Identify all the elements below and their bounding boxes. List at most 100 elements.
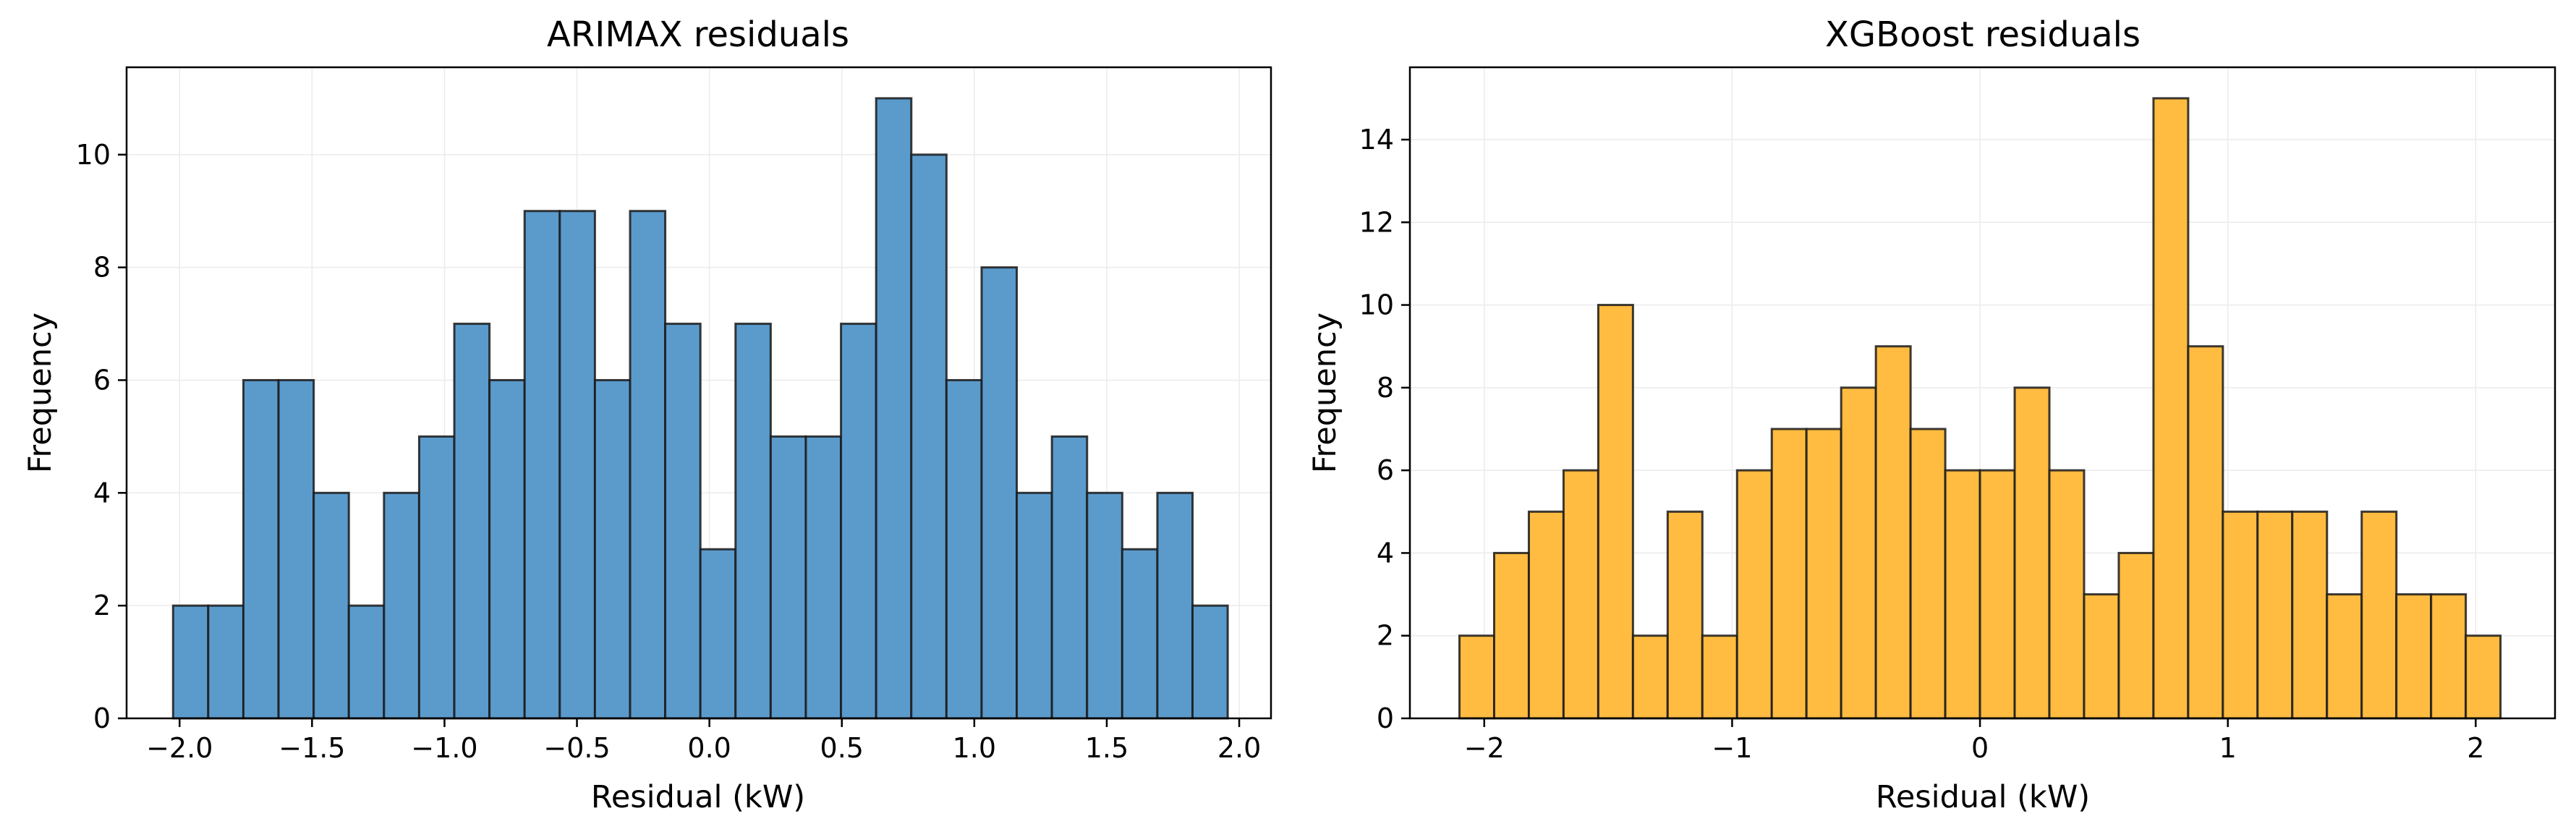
xgboost-histogram-bar [1909, 428, 1947, 720]
arimax-histogram-bar [734, 323, 772, 720]
xgboost-y-tick-label: 6 [1377, 454, 1394, 486]
arimax-histogram-bar [417, 435, 456, 720]
arimax-histogram-bar [980, 266, 1019, 720]
arimax-x-tick-label: −2.0 [146, 732, 213, 764]
arimax-histogram-bar [558, 210, 596, 720]
arimax-y-axis-ticks: 0 2 4 6 8 10 [76, 139, 127, 734]
xgboost-histogram-bar [2326, 593, 2363, 720]
xgboost-histogram-bar [1944, 469, 1981, 720]
arimax-histogram-bar [313, 491, 350, 720]
arimax-histogram-bar [699, 548, 737, 720]
xgboost-histogram-bar [1805, 428, 1842, 720]
xgboost-histogram-bar [1458, 634, 1495, 720]
arimax-x-axis-ticks: −2.0 −1.5 −1.0 −0.5 0.0 0.5 1.0 1.5 2.0 [146, 718, 1261, 764]
arimax-histogram-bar [1156, 491, 1194, 720]
arimax-x-tick-label: 0.0 [687, 732, 731, 764]
xgboost-histogram-bar [1562, 469, 1599, 720]
xgboost-histogram-bar [1701, 634, 1738, 720]
arimax-x-tick-label: 0.5 [820, 732, 864, 764]
xgboost-y-tick-label: 4 [1377, 537, 1394, 569]
arimax-histogram-bar [1016, 491, 1053, 720]
arimax-histogram-bar [1050, 435, 1089, 720]
arimax-histogram-bar [769, 435, 807, 720]
arimax-panel: ARIMAX residuals −2.0 −1.5 −1.0 −0.5 0.0 0.5 1… [22, 14, 1272, 815]
xgboost-histogram-bar [2117, 551, 2155, 720]
arimax-histogram-bar [347, 604, 386, 720]
xgboost-histogram-bar [2187, 345, 2224, 720]
arimax-histogram-bar [664, 323, 702, 720]
arimax-histogram-bar [207, 604, 245, 720]
xgboost-histogram-bar [2360, 510, 2398, 720]
arimax-histogram-bar [1191, 604, 1229, 720]
xgboost-x-tick-label: 1 [2219, 732, 2237, 764]
arimax-y-tick-label: 10 [76, 139, 111, 171]
xgboost-histogram-bar [1666, 510, 1704, 720]
xgboost-chart-title: XGBoost residuals [1825, 14, 2141, 55]
arimax-bars [171, 97, 1229, 720]
xgboost-histogram-bar [2291, 510, 2329, 720]
xgboost-bars [1458, 97, 2502, 720]
xgboost-y-tick-label: 12 [1359, 206, 1394, 238]
xgboost-histogram-bar [1631, 634, 1669, 720]
xgboost-histogram-bar [1770, 428, 1808, 720]
xgboost-histogram-bar [1597, 304, 1634, 720]
arimax-x-tick-label: −1.5 [279, 732, 345, 764]
xgboost-y-tick-label: 0 [1377, 702, 1394, 734]
arimax-histogram-bar [242, 378, 280, 720]
arimax-histogram-bar [840, 323, 877, 720]
arimax-histogram-bar [171, 604, 210, 720]
xgboost-y-axis-ticks: 0 2 4 6 8 10 12 14 [1359, 124, 1410, 734]
arimax-y-tick-label: 6 [93, 364, 111, 396]
arimax-histogram-bar [629, 210, 667, 720]
xgboost-y-tick-label: 2 [1377, 620, 1394, 652]
arimax-y-axis-label: Frequency [22, 313, 59, 473]
xgboost-x-tick-label: 0 [1971, 732, 1989, 764]
xgboost-histogram-bar [2465, 634, 2502, 720]
xgboost-histogram-bar [1874, 345, 1912, 720]
xgboost-x-tick-label: −1 [1712, 732, 1752, 764]
xgboost-histogram-bar [2083, 593, 2120, 720]
xgboost-histogram-bar [2152, 97, 2190, 720]
xgboost-histogram-bar [1840, 386, 1877, 720]
arimax-y-tick-label: 8 [93, 252, 111, 284]
xgboost-y-axis-label: Frequency [1307, 313, 1343, 473]
xgboost-histogram-bar [1735, 469, 1773, 720]
arimax-histogram-bar [488, 378, 526, 720]
arimax-histogram-bar [593, 378, 632, 720]
arimax-histogram-bar [875, 97, 913, 720]
arimax-histogram-bar [277, 378, 315, 720]
xgboost-x-axis-ticks: −2 −1 0 1 2 [1464, 718, 2484, 764]
xgboost-y-tick-label: 10 [1359, 289, 1394, 321]
arimax-chart-title: ARIMAX residuals [547, 14, 849, 55]
xgboost-histogram-bar [2395, 593, 2433, 720]
arimax-plot-frame [125, 66, 1272, 720]
arimax-histogram-bar [523, 210, 561, 720]
arimax-x-tick-label: 1.5 [1085, 732, 1128, 764]
arimax-histogram-bar [1086, 491, 1123, 720]
arimax-y-tick-label: 4 [93, 477, 111, 509]
arimax-histogram-bar [1121, 548, 1159, 720]
arimax-histogram-bar [453, 323, 491, 720]
arimax-y-tick-label: 0 [93, 702, 111, 734]
xgboost-x-tick-label: −2 [1464, 732, 1505, 764]
xgboost-histogram-bar [2048, 469, 2086, 720]
xgboost-histogram-bar [2013, 386, 2051, 720]
xgboost-histogram-bar [1978, 469, 2016, 720]
arimax-histogram-bar [804, 435, 843, 720]
xgboost-plot-frame [1408, 66, 2556, 720]
arimax-x-tick-label: −0.5 [543, 732, 610, 764]
arimax-histogram-bar [945, 378, 983, 720]
xgboost-histogram-bar [2222, 510, 2259, 720]
arimax-x-tick-label: 2.0 [1217, 732, 1261, 764]
xgboost-y-tick-label: 14 [1359, 124, 1394, 156]
xgboost-histogram-bar [2256, 510, 2294, 720]
arimax-x-tick-label: 1.0 [953, 732, 996, 764]
arimax-histogram-bar [383, 491, 420, 720]
arimax-x-tick-label: −1.0 [411, 732, 477, 764]
arimax-x-axis-label: Residual (kW) [591, 779, 805, 815]
arimax-y-tick-label: 2 [93, 590, 111, 621]
xgboost-histogram-bar [1492, 551, 1530, 720]
arimax-histogram-bar [910, 153, 948, 720]
xgboost-y-tick-label: 8 [1377, 372, 1394, 404]
